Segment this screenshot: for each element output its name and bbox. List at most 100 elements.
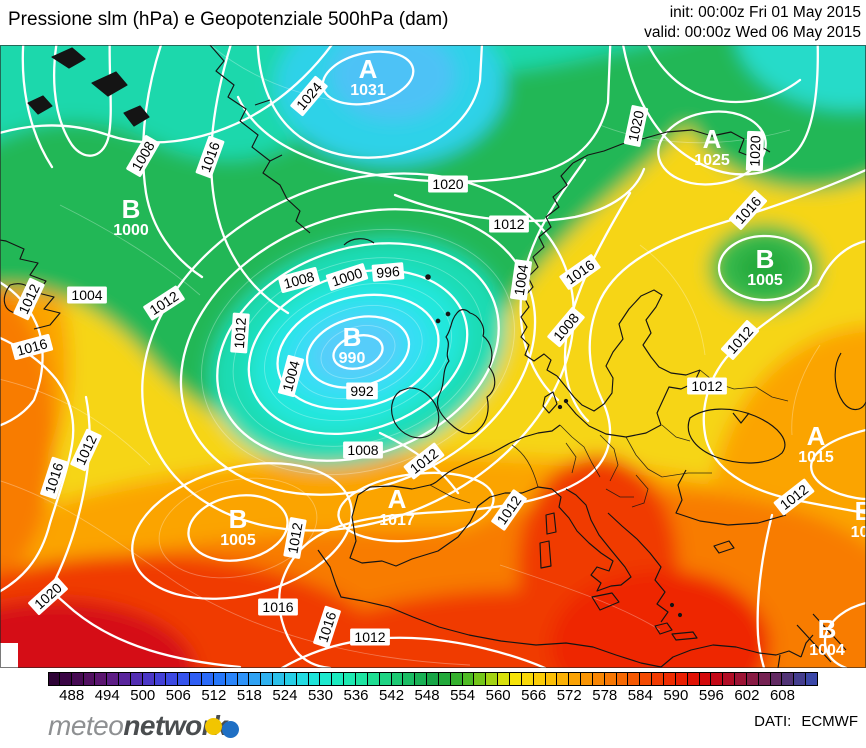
map-corner-notch bbox=[0, 643, 18, 668]
svg-text:1020: 1020 bbox=[746, 135, 763, 167]
svg-text:A: A bbox=[388, 484, 407, 514]
svg-text:1012: 1012 bbox=[284, 521, 305, 555]
logo-meteo-text: meteo bbox=[48, 710, 124, 741]
colorbar-tick: 596 bbox=[698, 687, 724, 704]
svg-text:1004: 1004 bbox=[279, 359, 303, 393]
logo-dot-blue bbox=[222, 721, 239, 738]
geopotential-colorbar bbox=[48, 672, 818, 686]
credit-value: ECMWF bbox=[801, 713, 858, 730]
svg-text:1015: 1015 bbox=[798, 449, 834, 466]
colorbar-tick: 578 bbox=[592, 687, 618, 704]
colorbar-tick: 584 bbox=[627, 687, 653, 704]
svg-text:1005: 1005 bbox=[220, 532, 256, 549]
svg-text:A: A bbox=[807, 421, 826, 451]
colorbar-tick: 542 bbox=[379, 687, 405, 704]
geopotential-fills bbox=[0, 45, 866, 668]
svg-text:A: A bbox=[703, 124, 722, 154]
credit-label: DATI: bbox=[754, 713, 792, 730]
svg-text:1008: 1008 bbox=[347, 442, 378, 458]
svg-text:1005: 1005 bbox=[747, 272, 783, 289]
svg-text:990: 990 bbox=[339, 350, 366, 367]
colorbar-tick: 566 bbox=[521, 687, 547, 704]
svg-text:1000: 1000 bbox=[113, 222, 149, 239]
valid-time: valid: 00:00z Wed 06 May 2015 bbox=[644, 24, 861, 41]
svg-text:1012: 1012 bbox=[493, 216, 524, 232]
svg-text:1031: 1031 bbox=[350, 82, 386, 99]
colorbar-tick: 488 bbox=[59, 687, 85, 704]
svg-text:A: A bbox=[359, 54, 378, 84]
svg-text:1020: 1020 bbox=[625, 109, 647, 143]
svg-text:1016: 1016 bbox=[262, 599, 293, 615]
isobar-label: 1008 bbox=[277, 266, 321, 294]
svg-text:1004: 1004 bbox=[511, 263, 531, 296]
svg-text:1017: 1017 bbox=[379, 512, 415, 529]
isobar-label: 1000 bbox=[325, 263, 369, 291]
isobar-label: 1004 bbox=[277, 354, 305, 398]
svg-text:1008: 1008 bbox=[282, 268, 316, 292]
svg-text:996: 996 bbox=[376, 263, 401, 281]
page-title: Pressione slm (hPa) e Geopotenziale 500h… bbox=[8, 9, 449, 30]
svg-text:1012: 1012 bbox=[691, 378, 722, 394]
svg-text:992: 992 bbox=[350, 383, 374, 399]
svg-text:B: B bbox=[855, 496, 866, 526]
isobar-label: 1004 bbox=[510, 259, 532, 301]
colorbar-tick-labels: 488 494 500 506 512 518 524 530 536 542 548 554 560 5… bbox=[0, 687, 866, 705]
colorbar-tick: 608 bbox=[769, 687, 795, 704]
isobar-label: 992 bbox=[346, 382, 378, 400]
colorbar-tick: 554 bbox=[450, 687, 476, 704]
isobar-label: 996 bbox=[371, 262, 405, 282]
svg-text:B: B bbox=[122, 194, 141, 224]
isobar-label: 1012 bbox=[283, 517, 307, 559]
svg-text:100: 100 bbox=[851, 524, 866, 541]
svg-text:1025: 1025 bbox=[694, 152, 730, 169]
isobar-label: 1012 bbox=[230, 312, 250, 354]
isobar-label: 1020 bbox=[623, 105, 649, 147]
colorbar-tick: 518 bbox=[236, 687, 262, 704]
svg-text:B: B bbox=[229, 504, 248, 534]
colorbar-tick: 572 bbox=[556, 687, 582, 704]
footer: meteonetwork DATI: ECMWF bbox=[0, 702, 866, 748]
svg-text:1020: 1020 bbox=[432, 176, 463, 192]
svg-text:1004: 1004 bbox=[71, 287, 102, 303]
isobar-label: 1020 bbox=[428, 175, 468, 193]
init-time: init: 00:00z Fri 01 May 2015 bbox=[669, 4, 861, 21]
meteonetwork-logo: meteonetwork bbox=[48, 710, 228, 742]
svg-text:1004: 1004 bbox=[809, 642, 845, 659]
svg-text:1012: 1012 bbox=[354, 629, 385, 645]
isobar-label: 1004 bbox=[67, 286, 107, 304]
country-borders bbox=[429, 369, 789, 508]
data-credit: DATI: ECMWF bbox=[754, 713, 858, 730]
colorbar-tick: 500 bbox=[130, 687, 156, 704]
weather-map: 1024 1008 1016 1020 1012 1020 1020 1016 1016 1004… bbox=[0, 45, 866, 668]
colorbar-tick: 512 bbox=[201, 687, 227, 704]
svg-text:1016: 1016 bbox=[15, 335, 49, 359]
isobar-label: 1020 bbox=[745, 130, 765, 172]
colorbar-tick: 494 bbox=[94, 687, 120, 704]
svg-text:B: B bbox=[818, 614, 837, 644]
isobar-label: 1012 bbox=[350, 628, 390, 646]
svg-text:B: B bbox=[756, 244, 775, 274]
colorbar-segment bbox=[805, 672, 818, 686]
svg-text:B: B bbox=[343, 322, 362, 352]
isobar-label: 1016 bbox=[258, 598, 298, 616]
colorbar-tick: 548 bbox=[414, 687, 440, 704]
colorbar-tick: 560 bbox=[485, 687, 511, 704]
isobar-label: 1012 bbox=[489, 215, 529, 233]
colorbar-tick: 536 bbox=[343, 687, 369, 704]
colorbar-tick: 602 bbox=[734, 687, 760, 704]
colorbar-tick: 524 bbox=[272, 687, 298, 704]
colorbar-tick: 506 bbox=[165, 687, 191, 704]
colorbar-tick: 530 bbox=[307, 687, 333, 704]
run-info: init: 00:00z Fri 01 May 2015 valid: 00:0… bbox=[644, 3, 861, 43]
